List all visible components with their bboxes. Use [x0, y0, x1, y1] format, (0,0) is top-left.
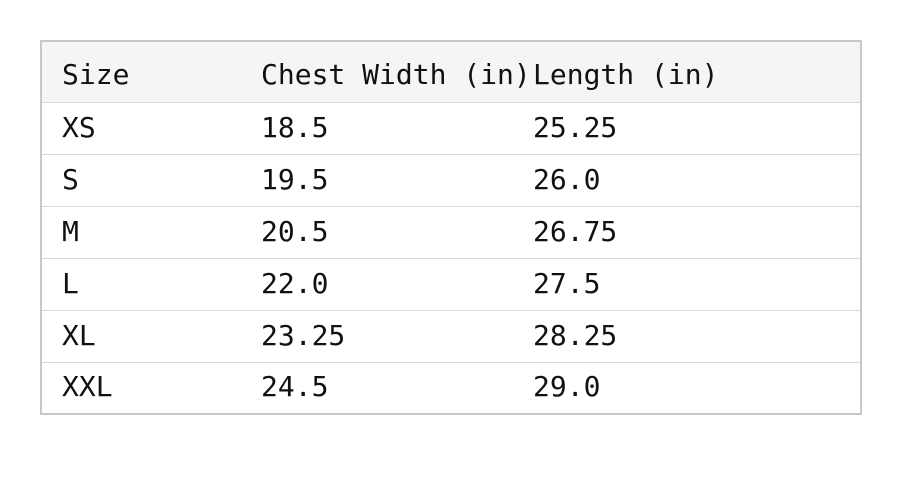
column-header-chest-width: Chest Width (in): [241, 41, 531, 102]
table-row-l: L 22.0 27.5: [41, 257, 861, 310]
cell-chest-width: 22.0: [241, 257, 513, 310]
cell-chest-width: 24.5: [241, 361, 513, 414]
table-row-xl: XL 23.25 28.25: [41, 309, 861, 362]
cell-chest-width: 23.25: [241, 309, 513, 362]
cell-size: XXL: [41, 361, 241, 414]
cell-size: XL: [41, 309, 241, 362]
cell-chest-width: 19.5: [241, 153, 513, 206]
cell-length: 26.75: [513, 205, 861, 258]
table-row-s: S 19.5 26.0: [41, 153, 861, 206]
cell-chest-width: 20.5: [241, 205, 513, 258]
header-row: Size Chest Width (in) Length (in): [41, 41, 861, 102]
size-chart-table: Size Chest Width (in) Length (in) XS 18.5 25…: [40, 40, 862, 415]
cell-length: 27.5: [513, 257, 861, 310]
table-row-m: M 20.5 26.75: [41, 205, 861, 258]
cell-size: M: [41, 205, 241, 258]
column-header-length: Length (in): [513, 41, 861, 102]
cell-size: L: [41, 257, 241, 310]
cell-length: 25.25: [513, 101, 861, 154]
cell-length: 26.0: [513, 153, 861, 206]
cell-chest-width: 18.5: [241, 101, 513, 154]
cell-length: 28.25: [513, 309, 861, 362]
table-body: XS 18.5 25.25 S 19.5 26.0 M 20.5 26.75 L 22.0 27.5 X…: [41, 101, 861, 414]
table-row-xs: XS 18.5 25.25: [41, 101, 861, 154]
cell-length: 29.0: [513, 361, 861, 414]
column-header-size: Size: [41, 41, 241, 102]
cell-size: XS: [41, 101, 241, 154]
table-row-xxl: XXL 24.5 29.0: [41, 361, 861, 414]
cell-size: S: [41, 153, 241, 206]
